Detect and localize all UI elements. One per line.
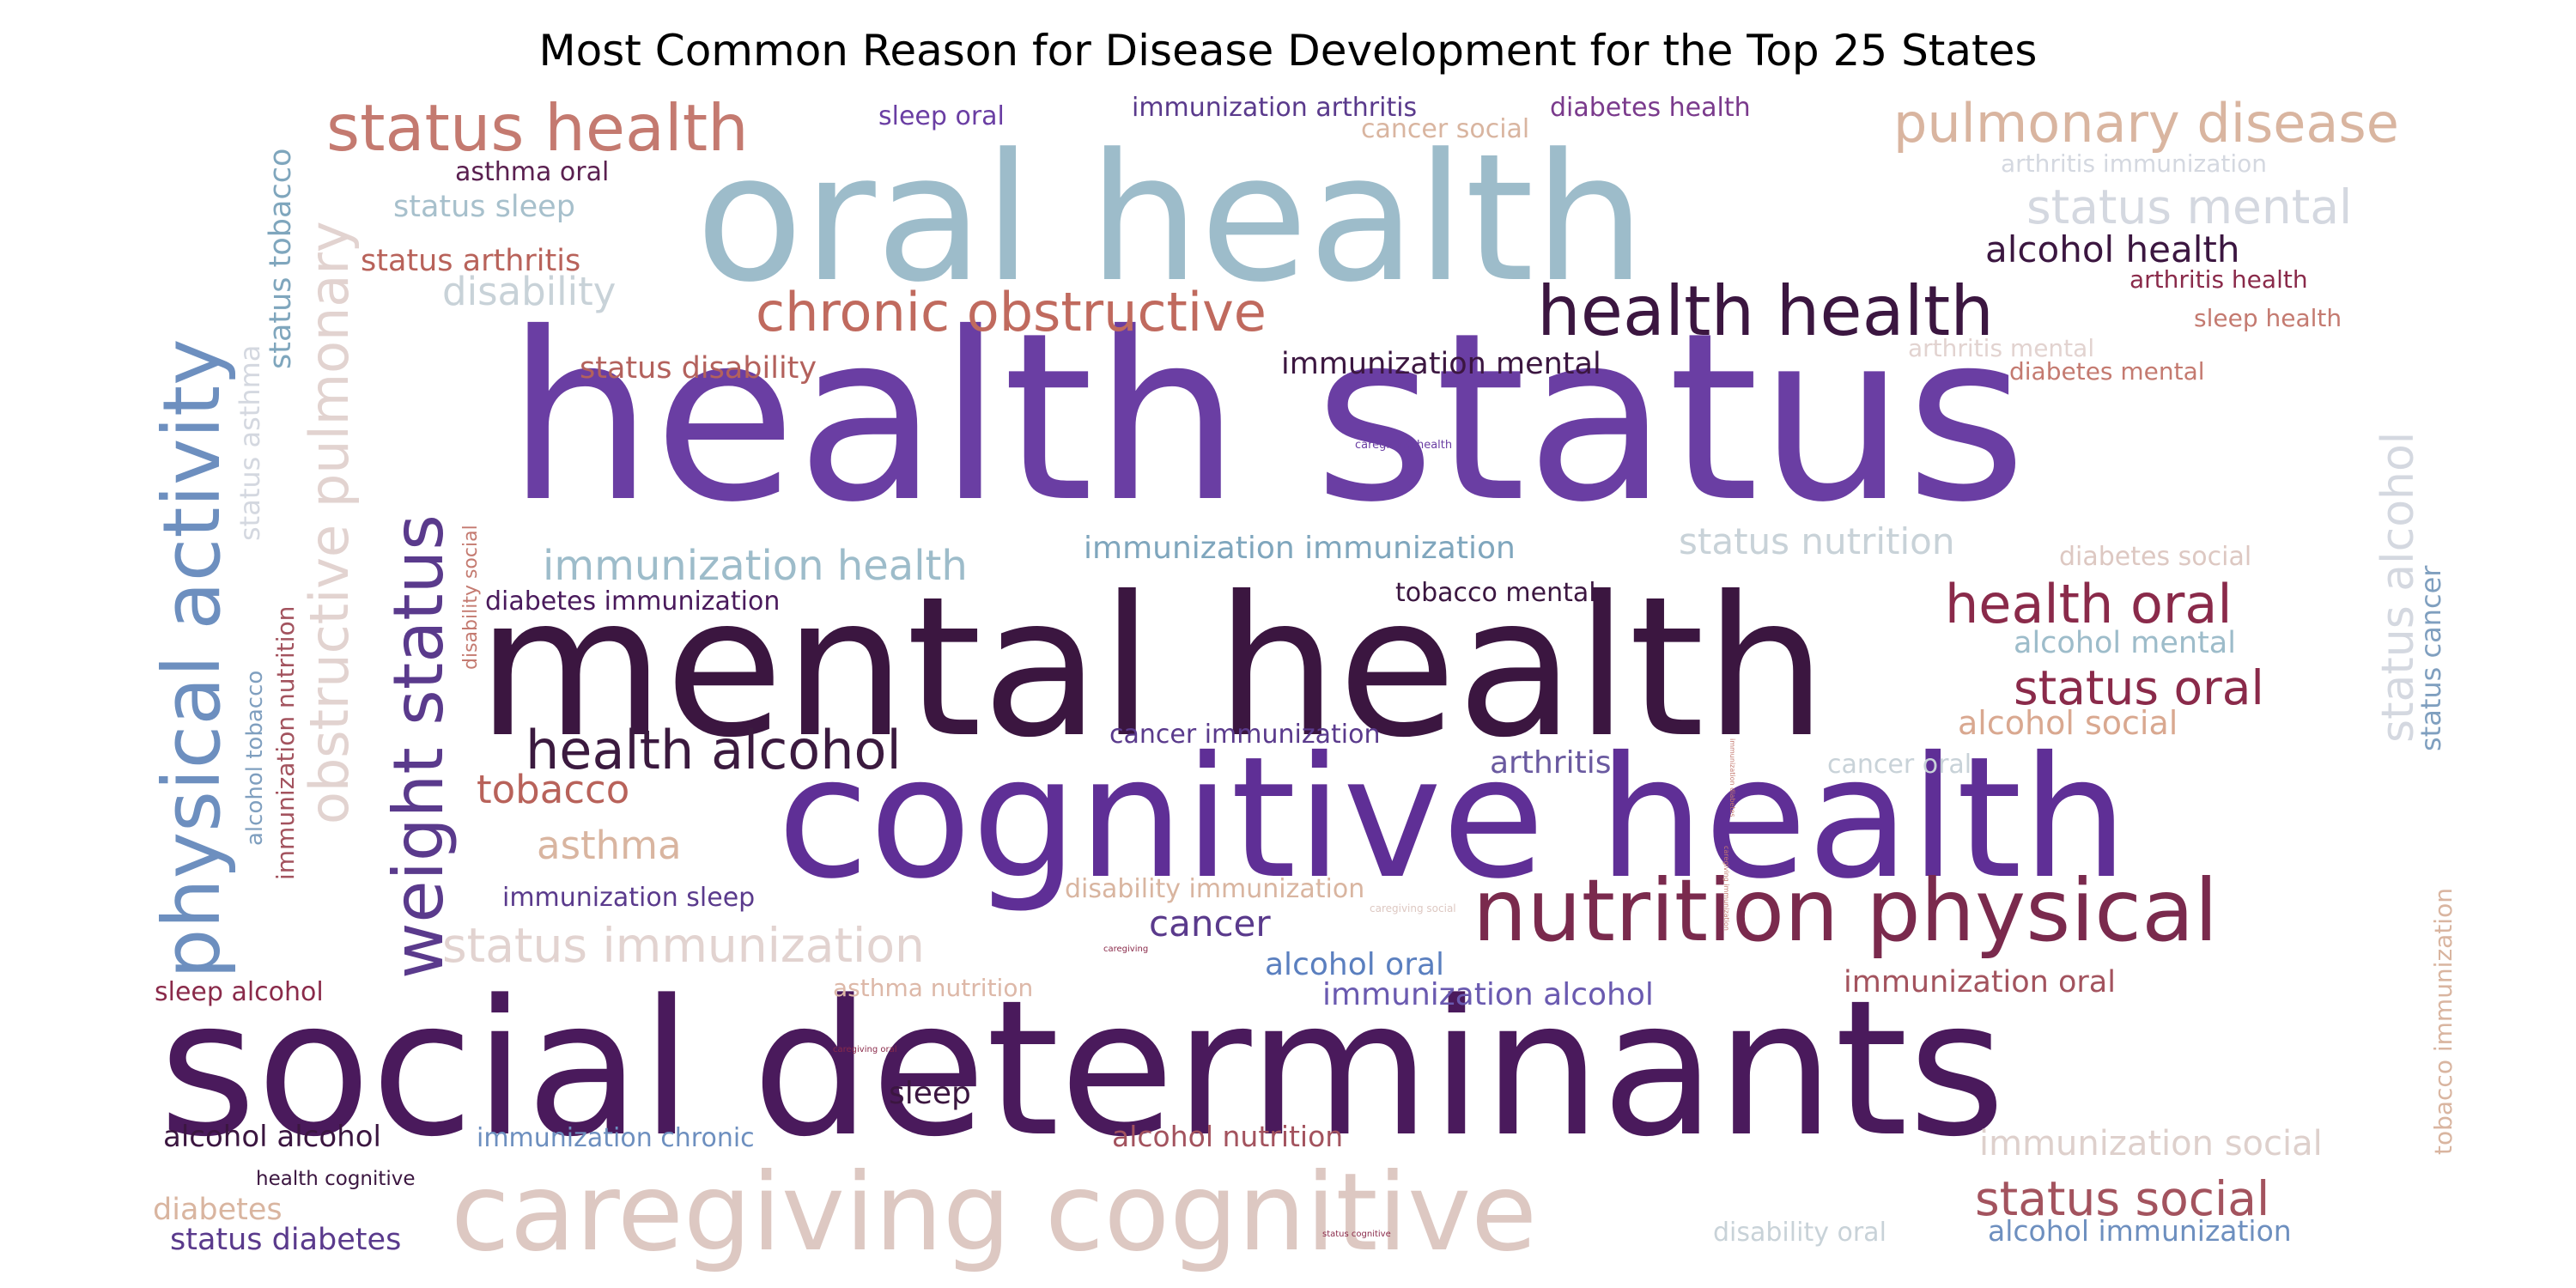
word-status-oral: status oral	[2014, 660, 2264, 715]
word-alcohol-nutrition: alcohol nutrition	[1112, 1120, 1343, 1153]
word-alcohol-alcohol: alcohol alcohol	[163, 1120, 381, 1154]
word-cancer-immunization: cancer immunization	[1109, 720, 1380, 750]
word-arthritis-mental: arthritis mental	[1908, 334, 2094, 362]
word-alcohol-tobacco: alcohol tobacco	[242, 671, 268, 846]
word-sleep-alcohol: sleep alcohol	[155, 977, 324, 1007]
word-alcohol-mental: alcohol mental	[2014, 626, 2236, 660]
word-chronic-obstructive: chronic obstructive	[756, 281, 1267, 343]
word-disability-oral: disability oral	[1713, 1218, 1886, 1248]
word-tobacco-mental: tobacco mental	[1395, 578, 1596, 608]
word-status-immunization: status immunization	[442, 918, 925, 973]
word-disability: disability	[442, 269, 616, 314]
word-diabetes-immunization: diabetes immunization	[485, 586, 780, 617]
word-cognitive-health: cognitive health	[777, 720, 2128, 915]
word-weight-status: weight status	[379, 514, 459, 979]
word-disability-immunization: disability immunization	[1065, 874, 1364, 904]
word-status-cancer: status cancer	[2415, 565, 2447, 751]
word-asthma: asthma	[537, 823, 682, 868]
word-tobacco: tobacco	[477, 767, 629, 812]
word-diabetes-social: diabetes social	[2059, 542, 2251, 572]
word-arthritis-health: arthritis health	[2129, 265, 2308, 294]
word-sleep-health: sleep health	[2194, 304, 2342, 332]
word-status-disability: status disability	[580, 351, 817, 386]
word-status-diabetes: status diabetes	[170, 1223, 401, 1257]
word-health-health: health health	[1537, 271, 1994, 351]
word-caregiving-oral: caregiving oral	[833, 1045, 897, 1054]
word-cancer: cancer	[1149, 902, 1271, 945]
word-immunization-nutrition: immunization nutrition	[271, 606, 300, 880]
word-status-tobacco: status tobacco	[264, 149, 298, 369]
word-alcohol-oral: alcohol oral	[1265, 947, 1444, 982]
word-sleep: sleep	[889, 1076, 971, 1111]
word-cancer-social: cancer social	[1361, 114, 1529, 144]
word-mental-health: mental health	[477, 556, 1827, 781]
word-immunization-diabetes: immunization diabetes	[1728, 738, 1736, 817]
word-diabetes-mental: diabetes mental	[2009, 357, 2205, 386]
chart-title: Most Common Reason for Disease Developme…	[538, 26, 2038, 76]
word-nutrition-physical: nutrition physical	[1473, 860, 2218, 961]
word-immunization-health: immunization health	[543, 542, 968, 590]
word-health-cognitive: health cognitive	[256, 1168, 416, 1190]
word-caregiving-social: caregiving social	[1370, 902, 1456, 914]
word-status-nutrition: status nutrition	[1679, 520, 1955, 562]
word-caregiving-immunization: caregiving immunization	[1722, 846, 1730, 931]
word-status-mental: status mental	[2026, 179, 2352, 234]
word-sleep-oral: sleep oral	[878, 101, 1005, 131]
word-immunization-immunization: immunization immunization	[1084, 531, 1516, 566]
word-health-alcohol: health alcohol	[526, 719, 902, 781]
word-alcohol-health: alcohol health	[1985, 228, 2239, 270]
word-cancer-oral: cancer oral	[1827, 750, 1971, 780]
word-immunization-mental: immunization mental	[1281, 347, 1601, 381]
word-immunization-oral: immunization oral	[1844, 965, 2116, 999]
word-immunization-chronic: immunization chronic	[477, 1123, 755, 1153]
word-diabetes-health: diabetes health	[1550, 93, 1751, 123]
word-immunization-arthritis: immunization arthritis	[1132, 93, 1417, 123]
word-physical-activity: physical activity	[146, 338, 238, 979]
word-arthritis-immunization: arthritis immunization	[2001, 149, 2267, 178]
word-status-health: status health	[326, 90, 749, 166]
word-diabetes: diabetes	[153, 1193, 283, 1227]
word-status-sleep: status sleep	[393, 190, 575, 224]
word-status-social: status social	[1975, 1171, 2269, 1226]
word-status-arthritis: status arthritis	[361, 244, 580, 278]
word-obstructive-pulmonary: obstructive pulmonary	[298, 221, 361, 824]
word-caregiving-cognitive: caregiving cognitive	[451, 1151, 1537, 1275]
word-caregiving-health: caregiving health	[1355, 439, 1452, 452]
word-disability-social: disability social	[460, 525, 482, 670]
word-tobacco-immunization: tobacco immunization	[2429, 888, 2458, 1155]
word-pulmonary-disease: pulmonary disease	[1893, 92, 2399, 155]
word-status-alcohol: status alcohol	[2372, 432, 2424, 743]
word-alcohol-social: alcohol social	[1958, 704, 2178, 742]
word-asthma-nutrition: asthma nutrition	[833, 974, 1033, 1002]
word-status-asthma: status asthma	[234, 345, 266, 541]
word-arthritis: arthritis	[1490, 745, 1611, 781]
word-status-cognitive: status cognitive	[1322, 1230, 1391, 1239]
word-immunization-social: immunization social	[1979, 1124, 2323, 1163]
word-immunization-sleep: immunization sleep	[502, 883, 755, 913]
word-social-determinants: social determinants	[159, 961, 2006, 1178]
word-asthma-oral: asthma oral	[455, 157, 609, 187]
word-health-status: health status	[507, 283, 2026, 553]
word-caregiving: caregiving	[1103, 945, 1148, 954]
word-oral-health: oral health	[696, 117, 1645, 321]
word-health-oral: health oral	[1945, 573, 2233, 635]
word-alcohol-immunization: alcohol immunization	[1988, 1214, 2292, 1248]
word-immunization-alcohol: immunization alcohol	[1322, 977, 1654, 1012]
